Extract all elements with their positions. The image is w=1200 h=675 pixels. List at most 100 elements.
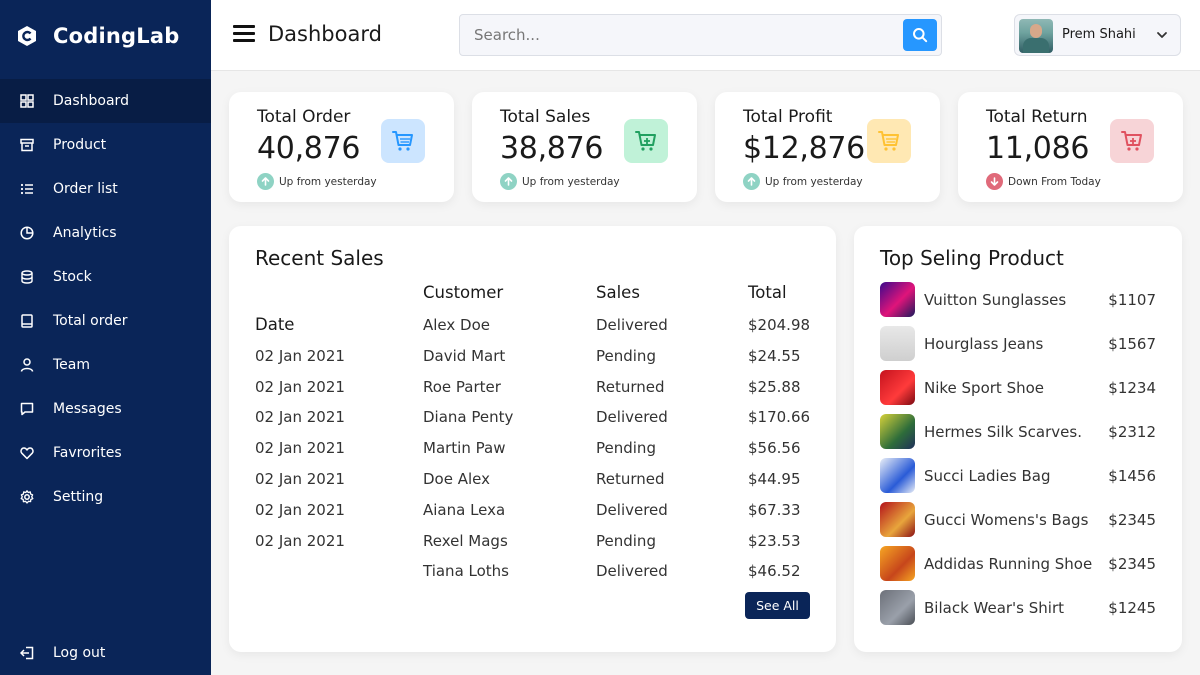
product-thumbnail — [880, 370, 915, 405]
sidebar-item-label: Total order — [53, 313, 128, 329]
arrow-up-icon — [500, 173, 517, 190]
stat-value: 11,086 — [986, 131, 1090, 166]
arrow-up-icon — [743, 173, 760, 190]
sidebar-item-total-order[interactable]: Total order — [0, 299, 211, 343]
sale-date: 02 Jan 2021 — [255, 500, 345, 519]
brand-name: CodingLab — [53, 24, 180, 48]
sidebar-item-label: Setting — [53, 489, 104, 505]
sale-date: 02 Jan 2021 — [255, 377, 345, 396]
sale-total: $25.88 — [748, 377, 801, 396]
recent-sales-title: Recent Sales — [255, 246, 384, 270]
stat-trend-text: Up from yesterday — [765, 175, 863, 188]
sale-status: Returned — [596, 377, 665, 396]
product-price: $2312 — [1108, 423, 1156, 441]
stat-trend-text: Up from yesterday — [279, 175, 377, 188]
stat-title: Total Profit — [743, 107, 833, 127]
product-thumbnail — [880, 546, 915, 581]
sidebar-item-label: Product — [53, 137, 107, 153]
search-box — [459, 14, 942, 56]
stat-trend-text: Up from yesterday — [522, 175, 620, 188]
page-title: Dashboard — [268, 22, 382, 46]
product-row[interactable]: Succi Ladies Bag $1456 — [880, 458, 1160, 494]
product-row[interactable]: Bilack Wear's Shirt $1245 — [880, 590, 1160, 626]
product-price: $1107 — [1108, 291, 1156, 309]
product-name: Nike Sport Shoe — [924, 379, 1045, 397]
product-price: $1567 — [1108, 335, 1156, 353]
product-name: Hermes Silk Scarves. — [924, 423, 1082, 441]
cart-icon — [381, 119, 425, 163]
book-icon — [20, 314, 34, 328]
sale-customer: Doe Alex — [423, 470, 490, 488]
sale-date: 02 Jan 2021 — [255, 346, 345, 365]
sale-status: Delivered — [596, 562, 668, 581]
pie-chart-icon — [20, 226, 34, 240]
sale-status: Delivered — [596, 500, 668, 519]
product-name: Bilack Wear's Shirt — [924, 599, 1065, 617]
sidebar-item-label: Team — [53, 357, 91, 373]
sale-status: Returned — [596, 470, 665, 488]
sale-customer: Tiana Loths — [423, 562, 510, 581]
product-price: $1245 — [1108, 599, 1156, 617]
top-selling-title: Top Seling Product — [880, 246, 1064, 270]
stat-title: Total Sales — [500, 107, 591, 127]
stat-trend-text: Down From Today — [1008, 175, 1101, 188]
sale-total: $67.33 — [748, 500, 801, 519]
search-input[interactable] — [460, 15, 900, 55]
product-row[interactable]: Addidas Running Shoe $2345 — [880, 546, 1160, 582]
sidebar-item-messages[interactable]: Messages — [0, 387, 211, 431]
product-row[interactable]: Vuitton Sunglasses $1107 — [880, 282, 1160, 318]
sale-date: 02 Jan 2021 — [255, 439, 345, 458]
sidebar-item-dashboard[interactable]: Dashboard — [0, 79, 211, 123]
product-name: Succi Ladies Bag — [924, 467, 1051, 485]
sale-customer: Roe Parter — [423, 377, 501, 396]
profile-menu[interactable]: Prem Shahi — [1014, 14, 1181, 56]
search-button[interactable] — [903, 19, 937, 51]
sidebar-item-product[interactable]: Product — [0, 123, 211, 167]
product-thumbnail — [880, 414, 915, 449]
see-all-button[interactable]: See All — [745, 592, 810, 619]
product-name: Gucci Womens's Bags — [924, 511, 1089, 529]
sidebar-item-analytics[interactable]: Analytics — [0, 211, 211, 255]
sale-total: $23.53 — [748, 531, 801, 550]
sale-customer: Martin Paw — [423, 439, 506, 458]
logout-button[interactable]: Log out — [0, 631, 211, 675]
sidebar-item-stock[interactable]: Stock — [0, 255, 211, 299]
sidebar-item-setting[interactable]: Setting — [0, 475, 211, 519]
sale-date: 02 Jan 2021 — [255, 408, 345, 427]
product-thumbnail — [880, 590, 915, 625]
product-row[interactable]: Gucci Womens's Bags $2345 — [880, 502, 1160, 538]
stat-trend: Down From Today — [986, 173, 1101, 190]
product-thumbnail — [880, 282, 915, 317]
product-row[interactable]: Hourglass Jeans $1567 — [880, 326, 1160, 362]
stat-card-total-sales: Total Sales 38,876 Up from yesterday — [472, 92, 697, 202]
sidebar-item-team[interactable]: Team — [0, 343, 211, 387]
chevron-down-icon — [1157, 32, 1167, 38]
stat-value: $12,876 — [743, 131, 865, 166]
product-row[interactable]: Hermes Silk Scarves. $2312 — [880, 414, 1160, 450]
arrow-up-icon — [257, 173, 274, 190]
sidebar-item-label: Messages — [53, 401, 122, 417]
heart-icon — [20, 446, 34, 460]
sidebar-item-label: Analytics — [53, 225, 117, 241]
logout-icon — [20, 646, 34, 660]
sidebar-item-label: Order list — [53, 181, 118, 197]
profile-name: Prem Shahi — [1062, 27, 1136, 42]
stat-trend: Up from yesterday — [500, 173, 620, 190]
column-header-sales: Sales — [596, 283, 640, 302]
stat-title: Total Order — [257, 107, 351, 127]
column-header-total: Total — [748, 283, 787, 302]
product-row[interactable]: Nike Sport Shoe $1234 — [880, 370, 1160, 406]
arrow-down-icon — [986, 173, 1003, 190]
avatar — [1019, 19, 1053, 53]
brand-logo[interactable]: CodingLab — [16, 22, 179, 50]
grid-icon — [20, 94, 34, 108]
product-price: $1456 — [1108, 467, 1156, 485]
sidebar-item-favorites[interactable]: Favrorites — [0, 431, 211, 475]
sidebar-item-order-list[interactable]: Order list — [0, 167, 211, 211]
stat-value: 38,876 — [500, 131, 604, 166]
menu-toggle-icon[interactable] — [233, 25, 255, 45]
product-thumbnail — [880, 502, 915, 537]
sale-customer: David Mart — [423, 346, 506, 365]
cart-plus-icon — [624, 119, 668, 163]
top-bar: Dashboard Prem Shahi — [211, 0, 1200, 71]
